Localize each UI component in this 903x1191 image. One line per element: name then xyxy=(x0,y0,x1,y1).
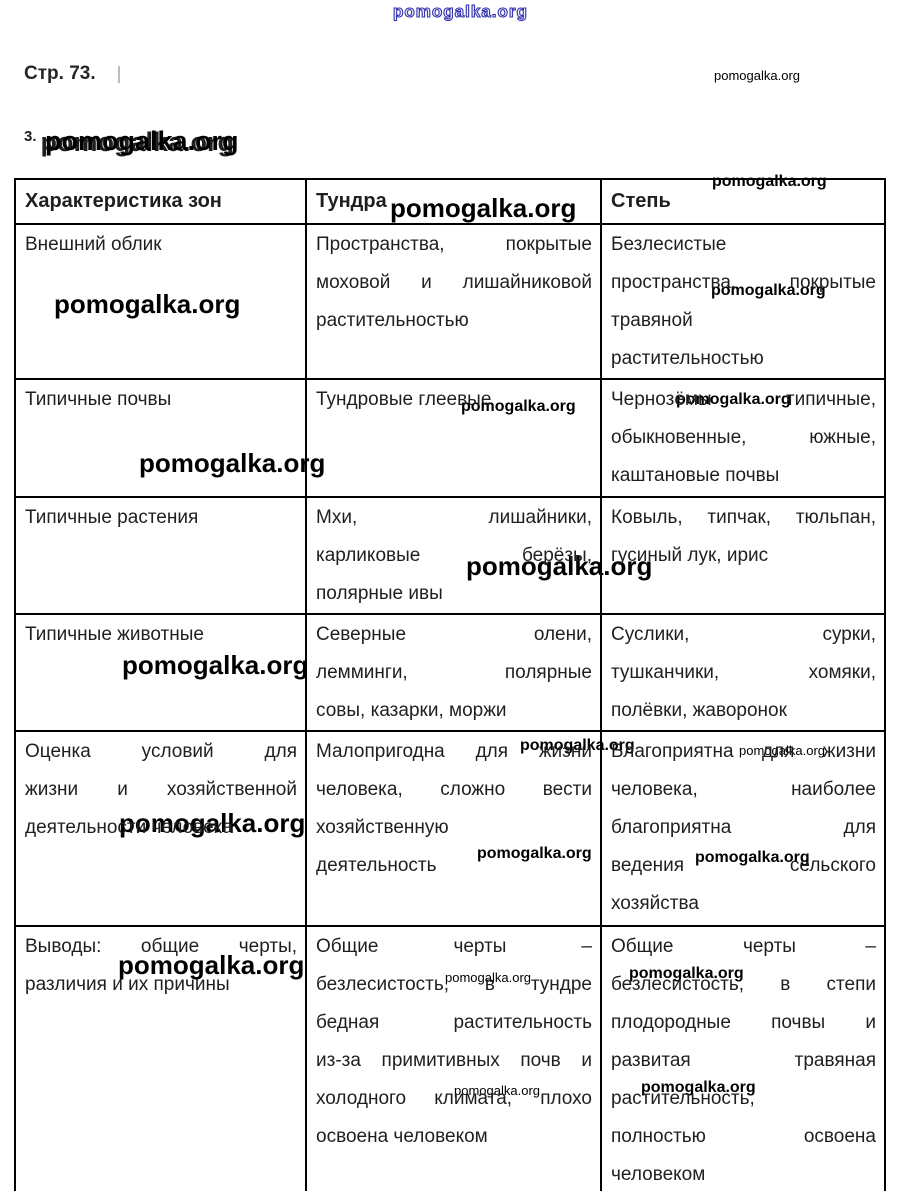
row-animals: Типичные животные Северные олени, лемминг… xyxy=(14,613,886,732)
text-line: безлесистость, в тундре xyxy=(316,974,592,995)
cell-appearance-label: Внешний облик xyxy=(14,223,307,380)
text-line: растительностью xyxy=(611,348,764,369)
text-line: человека, сложно вести xyxy=(316,779,592,800)
text-line: Ковыль, типчак, тюльпан, xyxy=(611,507,876,528)
text-line: совы, казарки, моржи xyxy=(316,700,507,721)
cell-plants-label: Типичные растения xyxy=(14,496,307,615)
text-line: растительностью xyxy=(316,310,469,331)
watermark: pomogalka.org xyxy=(392,2,528,21)
stray-mark xyxy=(118,66,120,83)
task-number: 3. xyxy=(24,128,37,145)
text-line: плодородные почвы и xyxy=(611,1012,876,1033)
text-line: Благоприятна для жизни xyxy=(611,741,876,762)
cell-soils-tundra: Тундровые глеевые xyxy=(305,378,602,498)
text-line: безлесистость, в степи xyxy=(611,974,876,995)
text-line: Тундровые глеевые xyxy=(316,389,492,410)
text-line: лемминги, полярные xyxy=(316,662,592,683)
cell-conclusions-steppe: Общие черты – безлесистость, в степи плодо… xyxy=(600,925,886,1191)
text-line: освоена человеком xyxy=(316,1126,488,1147)
text-line: ведения сельского xyxy=(611,855,876,876)
text-line: пространства, покрытые xyxy=(611,272,876,293)
text-line: Чернозёмы типичные, xyxy=(611,389,876,410)
text-line: Пространства, покрытые xyxy=(316,234,592,255)
row-plants: Типичные растения Мхи, лишайники, карлико… xyxy=(14,496,886,615)
text-line: благоприятна для xyxy=(611,817,876,838)
cell-soils-label: Типичные почвы xyxy=(14,378,307,498)
text-line: Общие черты – xyxy=(611,936,876,957)
text-line: Оценка условий для xyxy=(25,741,297,762)
row-soils: Типичные почвы Тундровые глеевые Чернозё… xyxy=(14,378,886,498)
text-line: каштановые почвы xyxy=(611,465,780,486)
text-line: деятельность xyxy=(316,855,437,876)
text-line: бедная растительность xyxy=(316,1012,592,1033)
text-line: из-за примитивных почв и xyxy=(316,1050,592,1071)
page-number-label: Стр. 73. xyxy=(24,63,96,84)
row-conclusions: Выводы: общие черты, различия и их причин… xyxy=(14,925,886,1191)
cell-soils-steppe: Чернозёмы типичные, обыкновенные, южные, к… xyxy=(600,378,886,498)
text-line: травяной xyxy=(611,310,693,331)
watermark: pomogalka.org xyxy=(40,127,235,157)
cell-animals-steppe: Суслики, сурки, тушканчики, хомяки, полёвк… xyxy=(600,613,886,732)
text-line: Общие черты – xyxy=(316,936,592,957)
cell-plants-tundra: Мхи, лишайники, карликовые берёзы, полярны… xyxy=(305,496,602,615)
row-conditions: Оценка условий для жизни и хозяйственной д… xyxy=(14,730,886,927)
watermark: pomogalka.org xyxy=(714,68,800,83)
header-row: Характеристика зон Тундра Степь xyxy=(14,178,886,225)
text-line: карликовые берёзы, xyxy=(316,545,592,566)
text-line: хозяйства xyxy=(611,893,699,914)
row-appearance: Внешний облик Пространства, покрытые мохо… xyxy=(14,223,886,380)
cell-animals-label: Типичные животные xyxy=(14,613,307,732)
text-line: тушканчики, хомяки, xyxy=(611,662,876,683)
text-line: человеком xyxy=(611,1164,706,1185)
text-line: полностью освоена xyxy=(611,1126,876,1147)
text-line: хозяйственную xyxy=(316,817,449,838)
comparison-table: Характеристика зон Тундра Степь Внешний … xyxy=(14,178,886,1191)
text-line: Мхи, лишайники, xyxy=(316,507,592,528)
text-line: Суслики, сурки, xyxy=(611,624,876,645)
text-line: Безлесистые xyxy=(611,234,727,255)
text-line: деятельности человека xyxy=(25,817,233,838)
text-line: Типичные почвы xyxy=(25,389,172,410)
text-line: Выводы: общие черты, xyxy=(25,936,297,957)
text-line: полёвки, жаворонок xyxy=(611,700,787,721)
header-steppe: Степь xyxy=(600,178,886,225)
text-line: жизни и хозяйственной xyxy=(25,779,297,800)
text-line: развитая травяная xyxy=(611,1050,876,1071)
header-characteristic: Характеристика зон xyxy=(14,178,307,225)
text-line: обыкновенные, южные, xyxy=(611,427,876,448)
cell-appearance-tundra: Пространства, покрытые моховой и лишайник… xyxy=(305,223,602,380)
header-tundra: Тундра xyxy=(305,178,602,225)
text-line: моховой и лишайниковой xyxy=(316,272,592,293)
text-line: растительность, xyxy=(611,1088,755,1109)
text-line: Типичные растения xyxy=(25,507,199,528)
cell-animals-tundra: Северные олени, лемминги, полярные совы, к… xyxy=(305,613,602,732)
cell-conclusions-tundra: Общие черты – безлесистость, в тундре бедн… xyxy=(305,925,602,1191)
cell-plants-steppe: Ковыль, типчак, тюльпан, гусиный лук, ири… xyxy=(600,496,886,615)
cell-conditions-steppe: Благоприятна для жизни человека, наиболее… xyxy=(600,730,886,927)
text-line: Внешний облик xyxy=(25,234,162,255)
text-line: холодного климата, плохо xyxy=(316,1088,592,1109)
watermark: pomogalka.org xyxy=(45,126,239,156)
text-line: Северные олени, xyxy=(316,624,592,645)
text-line: полярные ивы xyxy=(316,583,443,604)
text-line: различия и их причины xyxy=(25,974,230,995)
task-item: 3. pomogalka.org xyxy=(24,126,234,158)
text-line: Типичные животные xyxy=(25,624,204,645)
cell-appearance-steppe: Безлесистые пространства, покрытые травяно… xyxy=(600,223,886,380)
text-line: Малопригодна для жизни xyxy=(316,741,592,762)
text-line: гусиный лук, ирис xyxy=(611,545,769,566)
cell-conditions-label: Оценка условий для жизни и хозяйственной д… xyxy=(14,730,307,927)
text-line: человека, наиболее xyxy=(611,779,876,800)
cell-conclusions-label: Выводы: общие черты, различия и их причин… xyxy=(14,925,307,1191)
cell-conditions-tundra: Малопригодна для жизни человека, сложно в… xyxy=(305,730,602,927)
